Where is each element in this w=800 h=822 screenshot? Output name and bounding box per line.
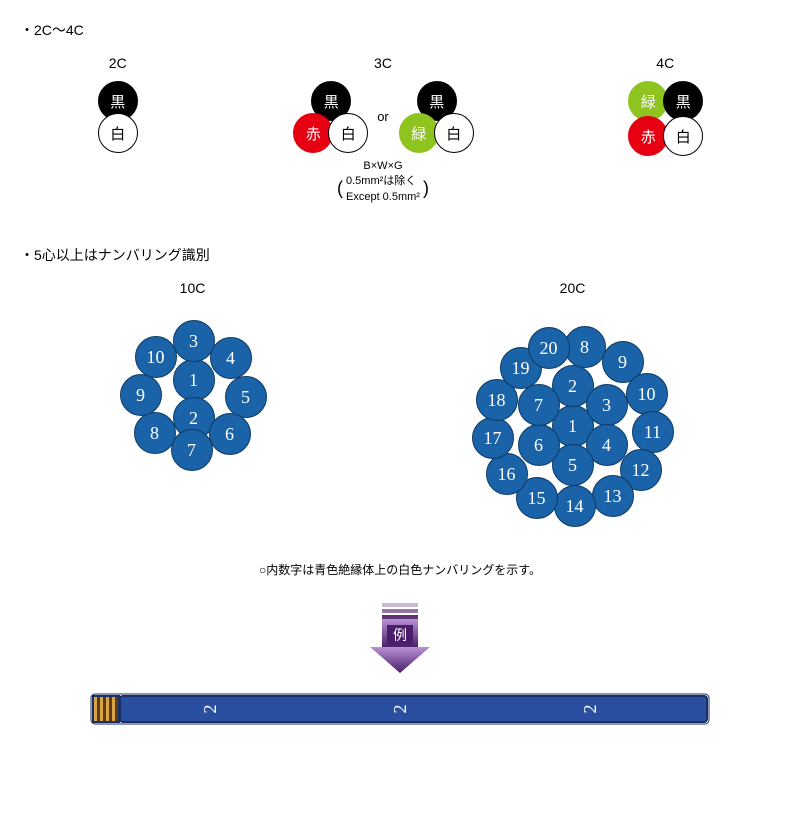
core-circle: 白 — [98, 113, 138, 153]
numbered-core: 6 — [209, 413, 251, 455]
color-cluster: 黒白 — [98, 81, 138, 151]
group-3C: 3C 黒赤白 or 黒緑白 B×W×G( 0.5mm²は除くExcept 0.5mm² … — [293, 55, 473, 205]
numbered-core: 1 — [173, 359, 215, 401]
svg-text:2: 2 — [580, 705, 600, 714]
core-circle: 緑 — [399, 113, 439, 153]
core-circle: 赤 — [628, 116, 668, 156]
group-title: 2C — [109, 55, 127, 71]
core-circle: 黒 — [663, 81, 703, 121]
group-4C: 4C 緑黒赤白 — [628, 55, 702, 155]
numbered-core: 14 — [554, 485, 596, 527]
cluster-body: 12345678910 — [113, 311, 273, 471]
core-circle: 赤 — [293, 113, 333, 153]
numbered-core: 10 — [626, 373, 668, 415]
numbered-core: 7 — [518, 384, 560, 426]
group-title: 4C — [656, 55, 674, 71]
group-2C: 2C 黒白 — [98, 55, 138, 151]
cable-wrap: 2 2 2 — [20, 693, 780, 725]
example-arrow-icon: 例 — [370, 603, 430, 673]
cluster-row: 黒赤白 or 黒緑白 — [293, 81, 473, 151]
numbered-core: 8 — [134, 412, 176, 454]
svg-text:2: 2 — [200, 705, 220, 714]
color-cluster: 黒緑白 — [399, 81, 473, 151]
numbered-core: 9 — [120, 374, 162, 416]
numbered-core: 8 — [564, 326, 606, 368]
core-circle: 白 — [434, 113, 474, 153]
cluster-row: 緑黒赤白 — [628, 81, 702, 155]
big-clusters-row: 10C1234567891020C12345678910111213141516… — [20, 280, 780, 541]
numbered-core: 5 — [225, 376, 267, 418]
heading-2c4c: ・2C〜4C — [20, 20, 780, 40]
cable-illustration: 2 2 2 — [90, 693, 710, 725]
numbered-core: 3 — [173, 320, 215, 362]
numbered-core: 4 — [210, 337, 252, 379]
or-label: or — [377, 109, 389, 124]
numbered-core: 17 — [472, 417, 514, 459]
heading-numbering: ・5心以上はナンバリング識別 — [20, 245, 780, 265]
color-cluster: 黒赤白 — [293, 81, 367, 151]
numbered-core: 6 — [518, 424, 560, 466]
cluster-title: 20C — [560, 280, 586, 296]
numbered-cluster-20C: 20C1234567891011121314151617181920 — [458, 280, 688, 541]
svg-text:例: 例 — [393, 627, 407, 643]
numbered-core: 10 — [135, 336, 177, 378]
cluster-title: 10C — [180, 280, 206, 296]
numbered-core: 3 — [586, 384, 628, 426]
groups-row: 2C黒白3C黒赤白or黒緑白B×W×G( 0.5mm²は除くExcept 0.5… — [20, 55, 780, 205]
numbered-core: 13 — [592, 475, 634, 517]
numbering-caption: ○内数字は青色絶縁体上の白色ナンバリングを示す。 — [20, 561, 780, 578]
color-cluster: 緑黒赤白 — [628, 81, 702, 155]
cluster-row: 黒白 — [98, 81, 138, 151]
numbered-core: 16 — [486, 453, 528, 495]
numbered-core: 7 — [171, 429, 213, 471]
core-circle: 白 — [663, 116, 703, 156]
svg-text:2: 2 — [390, 705, 410, 714]
numbered-core: 20 — [528, 327, 570, 369]
arrow-wrap: 例 — [20, 603, 780, 673]
group-title: 3C — [374, 55, 392, 71]
numbered-cluster-10C: 10C 12345678910 — [113, 280, 273, 471]
numbered-core: 11 — [632, 411, 674, 453]
core-circle: 白 — [328, 113, 368, 153]
cluster-body: 1234567891011121314151617181920 — [458, 311, 688, 541]
core-circle: 緑 — [628, 81, 668, 121]
group-note: B×W×G( 0.5mm²は除くExcept 0.5mm² ) — [337, 159, 429, 205]
